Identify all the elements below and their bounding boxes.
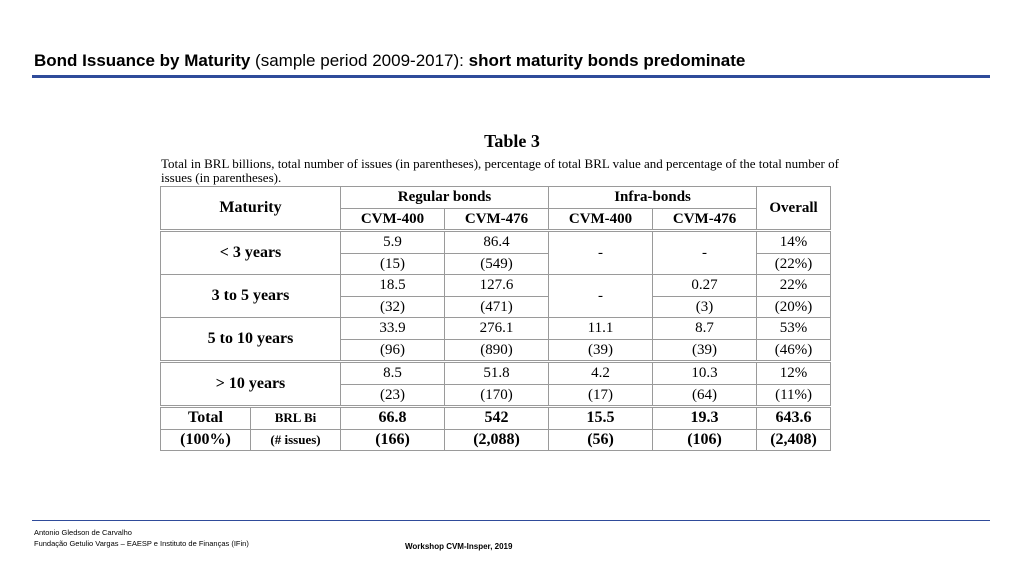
maturity-table: Maturity Regular bonds Infra-bonds Overa… xyxy=(159,186,832,451)
total-count: (166) xyxy=(340,428,446,451)
cell-value: 51.8 xyxy=(444,360,550,385)
header-infra-cvm400: CVM-400 xyxy=(548,207,654,231)
total-row: Total BRL Bi 66.8 542 15.5 19.3 643.6 xyxy=(160,405,832,430)
cell-value: 14% xyxy=(756,229,832,254)
footer-divider xyxy=(32,520,990,521)
table-row: (32) (471) (3) (20%) xyxy=(161,295,832,318)
header-regular-cvm476: CVM-476 xyxy=(444,207,550,231)
total-issues-label: (# issues) xyxy=(249,428,342,451)
footer-author: Antonio Gledson de Carvalho xyxy=(34,528,132,537)
cell-value: 22% xyxy=(756,274,832,297)
slide-title-main: Bond Issuance by Maturity xyxy=(34,51,251,70)
table-row: 5 to 10 years 33.9 276.1 11.1 8.7 53% xyxy=(159,317,832,362)
header-infra-bonds: Infra-bonds xyxy=(548,186,758,209)
footer-institution: Fundação Getulio Vargas – EAESP e Instit… xyxy=(34,539,249,548)
total-percent-label: (100%) xyxy=(160,428,251,451)
cell-count: (471) xyxy=(444,295,550,318)
cell-count: (17) xyxy=(548,383,654,407)
header-infra-cvm476: CVM-476 xyxy=(652,207,758,231)
footer-credits: Antonio Gledson de Carvalho Fundação Get… xyxy=(34,527,249,549)
row-label: 5 to 10 years xyxy=(159,317,342,362)
cell-value: 5.9 xyxy=(340,229,446,254)
cell-value: 53% xyxy=(756,317,832,340)
cell-count: (39) xyxy=(548,338,654,362)
row-label: < 3 years xyxy=(159,229,342,275)
header-regular-bonds: Regular bonds xyxy=(340,186,550,209)
total-row: (100%) (# issues) (166) (2,088) (56) (10… xyxy=(160,428,832,451)
header-maturity: Maturity xyxy=(159,186,342,231)
cell-count: (32) xyxy=(340,295,446,318)
cell-value: - xyxy=(548,274,654,318)
total-unit: BRL Bi xyxy=(249,405,342,430)
row-label: 3 to 5 years xyxy=(159,274,342,318)
header-regular-cvm400: CVM-400 xyxy=(340,207,446,231)
cell-count: (96) xyxy=(340,338,446,362)
total-value: 19.3 xyxy=(652,405,758,430)
cell-count: (23) xyxy=(340,383,446,407)
slide-title-period: (sample period 2009-2017): xyxy=(250,51,469,70)
cell-count: (890) xyxy=(444,338,550,362)
row-label: > 10 years xyxy=(159,360,342,407)
cell-value: 276.1 xyxy=(444,317,550,340)
cell-value: - xyxy=(548,229,654,275)
cell-count: (549) xyxy=(444,252,550,275)
total-count: (2,088) xyxy=(444,428,550,451)
table-row: (23) (170) (17) (64) (11%) xyxy=(161,383,832,407)
cell-value: 0.27 xyxy=(652,274,758,297)
header-overall: Overall xyxy=(756,186,832,231)
total-label: Total xyxy=(160,405,251,430)
table-row: 3 to 5 years 18.5 127.6 - 0.27 22% xyxy=(159,274,832,318)
cell-count: (170) xyxy=(444,383,550,407)
table-row: < 3 years 5.9 86.4 - - 14% xyxy=(159,229,832,275)
table-row: (96) (890) (39) (39) (46%) xyxy=(161,338,832,362)
table-caption: Total in BRL billions, total number of i… xyxy=(161,156,839,185)
total-count: (106) xyxy=(652,428,758,451)
total-count: (2,408) xyxy=(756,428,832,451)
cell-value: 10.3 xyxy=(652,360,758,385)
footer-event: Workshop CVM-Insper, 2019 xyxy=(405,542,513,551)
cell-count: (11%) xyxy=(756,383,832,407)
cell-value: 4.2 xyxy=(548,360,654,385)
total-value: 643.6 xyxy=(756,405,832,430)
cell-value: 33.9 xyxy=(340,317,446,340)
cell-value: 127.6 xyxy=(444,274,550,297)
cell-count: (39) xyxy=(652,338,758,362)
cell-count: (20%) xyxy=(756,295,832,318)
total-value: 66.8 xyxy=(340,405,446,430)
cell-value: 11.1 xyxy=(548,317,654,340)
cell-count: (46%) xyxy=(756,338,832,362)
cell-value: 18.5 xyxy=(340,274,446,297)
cell-count: (22%) xyxy=(756,252,832,275)
slide-title-conclusion: short maturity bonds predominate xyxy=(468,51,746,70)
cell-count: (3) xyxy=(652,295,758,318)
total-value: 542 xyxy=(444,405,550,430)
cell-count: (15) xyxy=(340,252,446,275)
cell-value: 86.4 xyxy=(444,229,550,254)
table-title: Table 3 xyxy=(484,131,540,151)
cell-value: 8.7 xyxy=(652,317,758,340)
total-value: 15.5 xyxy=(548,405,654,430)
slide-title: Bond Issuance by Maturity (sample period… xyxy=(34,50,745,72)
total-count: (56) xyxy=(548,428,654,451)
cell-value: - xyxy=(652,229,758,275)
cell-value: 12% xyxy=(756,360,832,385)
cell-count: (64) xyxy=(652,383,758,407)
title-divider xyxy=(32,75,990,78)
header-row-1: Maturity Regular bonds Infra-bonds Overa… xyxy=(159,186,832,231)
cell-value: 8.5 xyxy=(340,360,446,385)
table-row: > 10 years 8.5 51.8 4.2 10.3 12% xyxy=(159,360,832,407)
